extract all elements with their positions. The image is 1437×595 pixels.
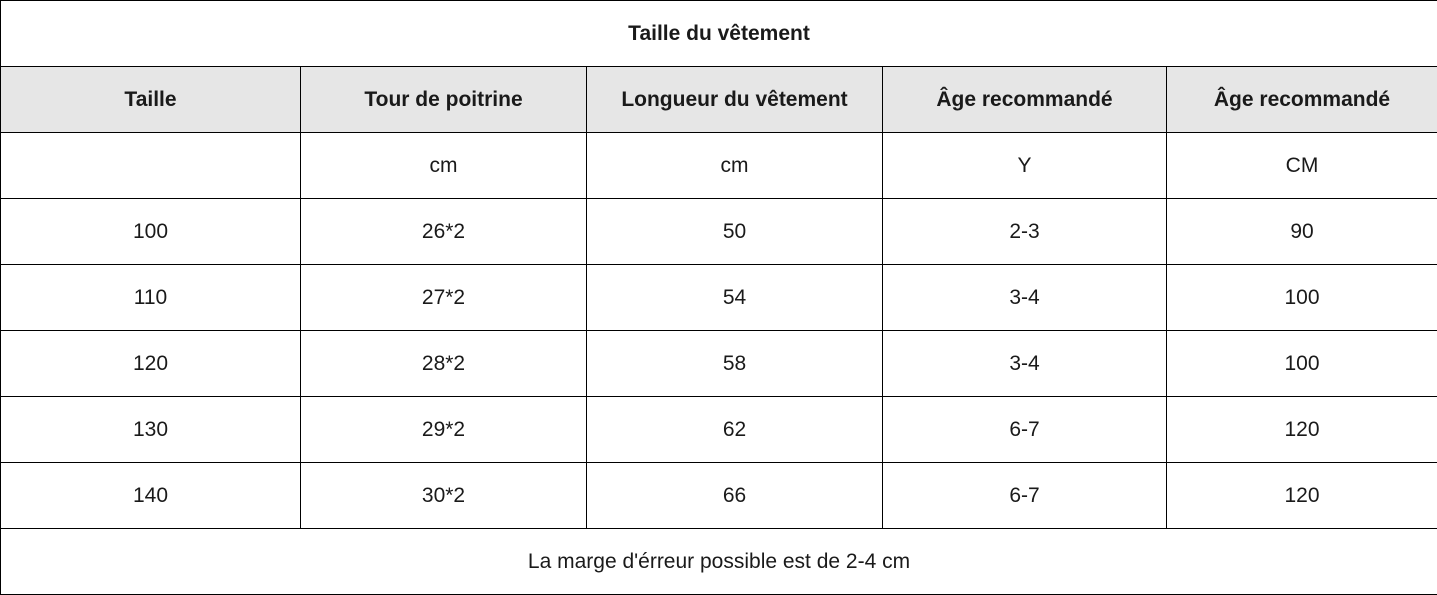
table-row: 130 29*2 62 6-7 120 (0, 396, 1437, 463)
table-cell: 3-4 (882, 330, 1167, 397)
table-cell: 27*2 (300, 264, 587, 331)
table-cell: 28*2 (300, 330, 587, 397)
table-cell: 29*2 (300, 396, 587, 463)
table-cell: 120 (1165, 396, 1437, 463)
unit-cell: cm (300, 132, 587, 199)
table-cell: 6-7 (882, 396, 1167, 463)
table-cell: 3-4 (882, 264, 1167, 331)
unit-cell: Y (882, 132, 1167, 199)
table-row: 100 26*2 50 2-3 90 (0, 198, 1437, 265)
column-header-chest: Tour de poitrine (300, 66, 587, 133)
footer-row: La marge d'érreur possible est de 2-4 cm (0, 528, 1437, 595)
units-row: cm cm Y CM (0, 132, 1437, 199)
header-row: Taille Tour de poitrine Longueur du vête… (0, 66, 1437, 133)
column-header-age: Âge recommandé (882, 66, 1167, 133)
table-cell: 26*2 (300, 198, 587, 265)
table-cell: 130 (0, 396, 301, 463)
unit-cell (0, 132, 301, 199)
table-cell: 2-3 (882, 198, 1167, 265)
unit-cell: CM (1165, 132, 1437, 199)
table-cell: 120 (1165, 462, 1437, 529)
table-cell: 140 (0, 462, 301, 529)
unit-cell: cm (586, 132, 883, 199)
error-margin-note: La marge d'érreur possible est de 2-4 cm (0, 528, 1437, 595)
table-row: 140 30*2 66 6-7 120 (0, 462, 1437, 529)
column-header-age-height: Âge recommandé (1165, 66, 1437, 133)
table-cell: 54 (586, 264, 883, 331)
table-cell: 30*2 (300, 462, 587, 529)
table-cell: 100 (1165, 330, 1437, 397)
table-cell: 110 (0, 264, 301, 331)
column-header-length: Longueur du vêtement (586, 66, 883, 133)
table-cell: 100 (0, 198, 301, 265)
table-cell: 6-7 (882, 462, 1167, 529)
table-title: Taille du vêtement (0, 0, 1437, 67)
table-cell: 90 (1165, 198, 1437, 265)
table-cell: 120 (0, 330, 301, 397)
table-cell: 50 (586, 198, 883, 265)
title-row: Taille du vêtement (0, 0, 1437, 67)
table-cell: 100 (1165, 264, 1437, 331)
table-cell: 62 (586, 396, 883, 463)
table-cell: 58 (586, 330, 883, 397)
column-header-size: Taille (0, 66, 301, 133)
table-row: 120 28*2 58 3-4 100 (0, 330, 1437, 397)
table-row: 110 27*2 54 3-4 100 (0, 264, 1437, 331)
table-cell: 66 (586, 462, 883, 529)
